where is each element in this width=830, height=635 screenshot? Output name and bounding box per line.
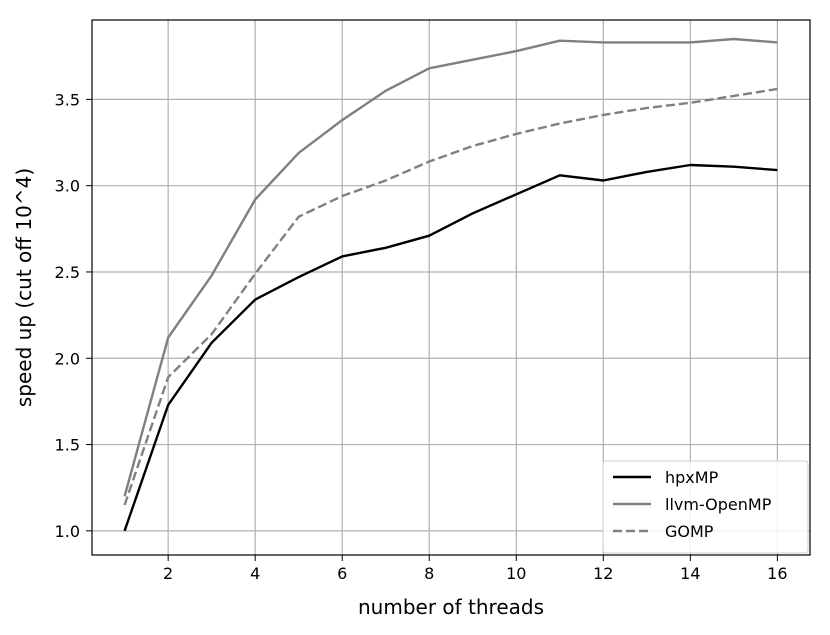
x-tick-label: 10: [506, 564, 526, 583]
grid: [92, 20, 810, 555]
legend-label: llvm-OpenMP: [665, 495, 772, 514]
series-lines: [123, 37, 778, 532]
x-tick-label: 12: [593, 564, 613, 583]
x-tick-label: 14: [680, 564, 700, 583]
plot-frame: [91, 19, 811, 556]
y-tick-label: 2.0: [55, 349, 80, 368]
x-tick-label: 16: [767, 564, 787, 583]
legend: hpxMP llvm-OpenMP GOMP: [602, 460, 809, 554]
series-line-gomp: [123, 87, 778, 506]
axis-ticks: 2 4 6 8 10 12 14 16 1.0 1.5 2.0 2.5 3.0 3.5: [55, 90, 788, 583]
y-tick-label: 1.0: [55, 522, 80, 541]
y-tick-label: 1.5: [55, 436, 80, 455]
x-tick-label: 6: [337, 564, 347, 583]
x-tick-label: 2: [163, 564, 173, 583]
x-axis-label: number of threads: [358, 595, 544, 619]
x-tick-label: 4: [250, 564, 260, 583]
x-tick-label: 8: [424, 564, 434, 583]
series-line-hpxmp: [123, 163, 778, 532]
y-tick-label: 3.0: [55, 177, 80, 196]
legend-label: hpxMP: [665, 468, 719, 487]
y-tick-label: 3.5: [55, 90, 80, 109]
y-axis-label: speed up (cut off 10^4): [12, 168, 36, 407]
y-tick-label: 2.5: [55, 263, 80, 282]
series-line-llvm-openmp: [123, 37, 778, 497]
legend-label: GOMP: [665, 522, 714, 541]
legend-box: [602, 460, 809, 554]
